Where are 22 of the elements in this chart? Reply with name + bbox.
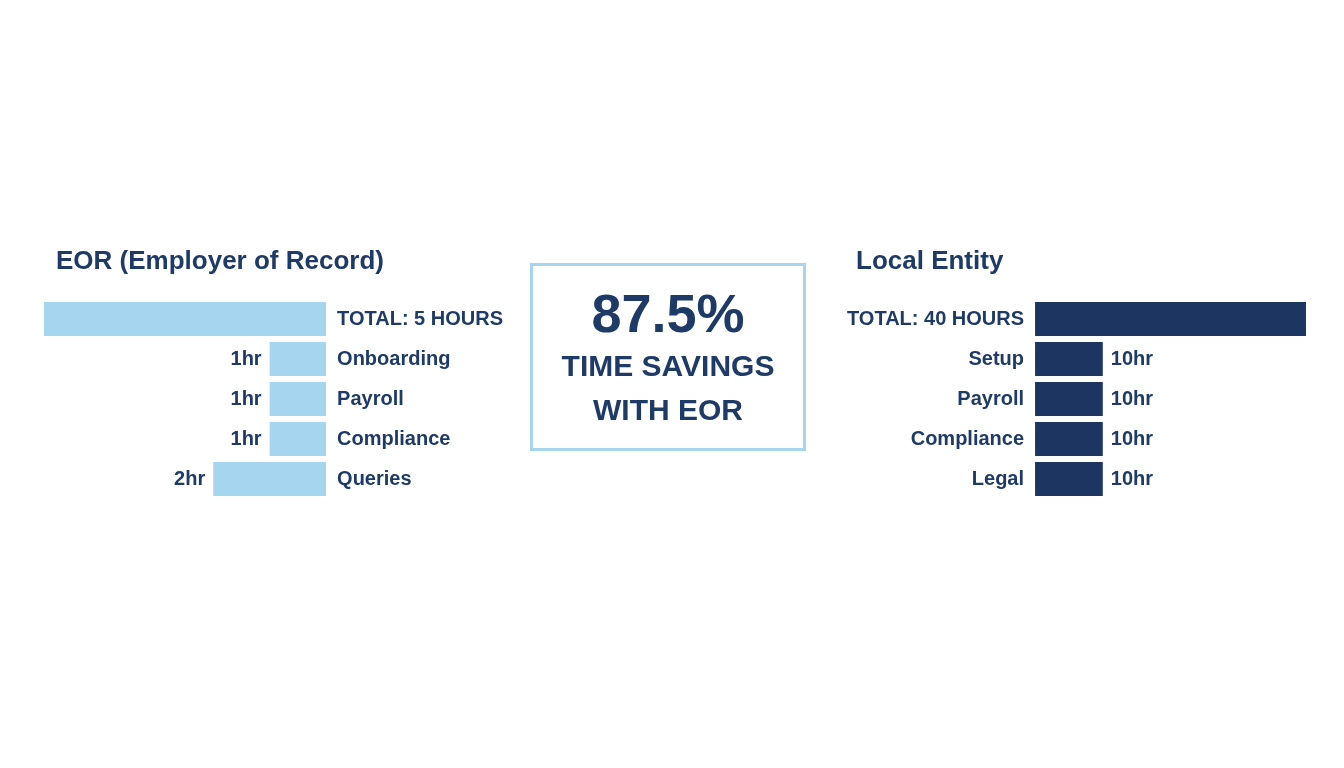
y-tick-label: Payroll — [957, 386, 1025, 409]
chart-title: Local Entity — [856, 245, 1005, 276]
y-tick-label: Compliance — [910, 426, 1025, 449]
y-tick-label: Setup — [968, 346, 1025, 369]
data-label: 10hr — [1110, 346, 1154, 369]
y-tick-label: Onboarding — [337, 346, 451, 369]
text: TIME SAVINGS WITH EOR — [560, 348, 776, 428]
y-tick-label: TOTAL: 40 HOURS — [846, 306, 1025, 329]
data-label: 1hr — [230, 386, 262, 409]
data-label: 10hr — [1110, 386, 1154, 409]
y-tick-label: Compliance — [337, 426, 451, 449]
data-label: 10hr — [1110, 426, 1154, 449]
chart-title: EOR (Employer of Record) — [56, 245, 385, 276]
data-label: 10hr — [1110, 466, 1154, 489]
y-tick-label: Payroll — [337, 386, 404, 409]
data-label: 2hr — [174, 466, 206, 489]
y-tick-label: Queries — [337, 466, 412, 489]
y-tick-label: Legal — [971, 466, 1025, 489]
y-tick-label: TOTAL: 5 HOURS — [337, 306, 504, 329]
data-label: 1hr — [230, 426, 262, 449]
data-label: 1hr — [230, 346, 262, 369]
text: 87.5% — [591, 282, 745, 344]
